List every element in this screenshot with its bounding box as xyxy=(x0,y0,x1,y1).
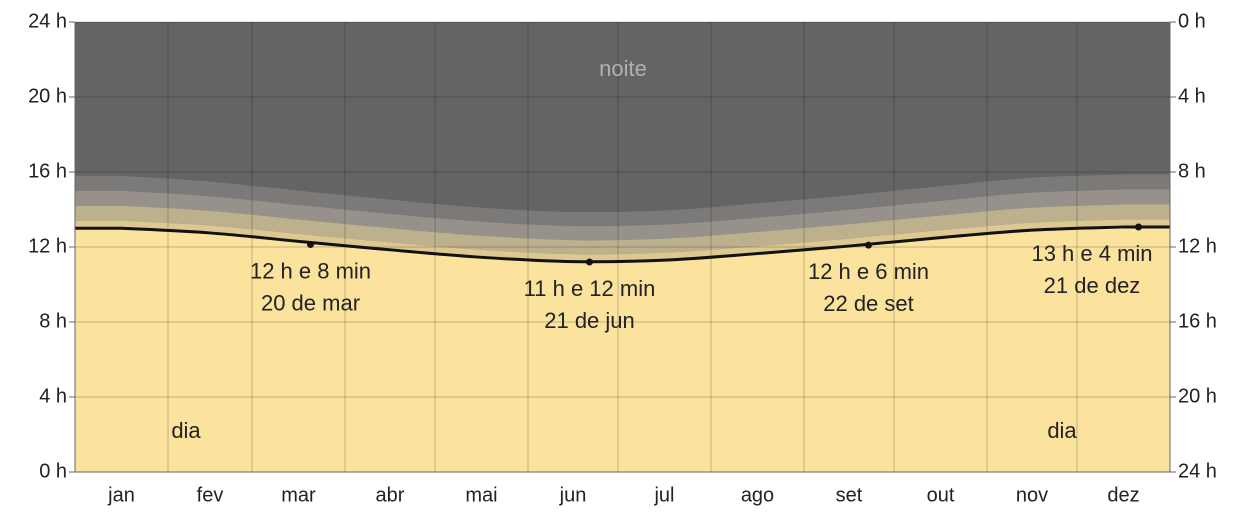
band-edge xyxy=(1123,174,1170,190)
y2-tick-label: 20 h xyxy=(1178,385,1217,407)
annotation-date: 21 de dez xyxy=(1044,273,1141,298)
band-edge xyxy=(75,205,122,221)
y2-tick-label: 8 h xyxy=(1178,160,1206,182)
annotation-point xyxy=(307,241,314,249)
x-tick-label: nov xyxy=(1016,484,1048,506)
x-tick-label: jun xyxy=(559,484,587,506)
annotation-date: 22 de set xyxy=(823,291,914,316)
band-edge xyxy=(75,175,122,191)
band-edge xyxy=(75,220,122,229)
night-label: noite xyxy=(599,56,647,81)
x-tick-label: mai xyxy=(465,484,497,506)
annotation-point xyxy=(1135,223,1142,231)
x-tick-label: abr xyxy=(376,484,405,506)
annotation-point xyxy=(865,241,872,249)
band-edge xyxy=(1123,189,1170,205)
band-area xyxy=(121,174,1124,227)
day-label: dia xyxy=(171,418,201,443)
band-edge xyxy=(1123,226,1170,472)
band-edge xyxy=(75,190,122,206)
band-edge xyxy=(1123,204,1170,220)
y-tick-label: 0 h xyxy=(39,460,67,482)
band-area xyxy=(121,219,1124,262)
band-area xyxy=(121,226,1124,472)
y2-tick-label: 12 h xyxy=(1178,235,1217,257)
y2-tick-label: 16 h xyxy=(1178,310,1217,332)
y-tick-label: 8 h xyxy=(39,310,67,332)
annotation-point xyxy=(586,258,593,266)
band-edge xyxy=(1123,219,1170,227)
y2-tick-label: 0 h xyxy=(1178,10,1206,32)
x-tick-label: set xyxy=(836,484,863,506)
day-length-line xyxy=(121,225,1124,264)
annotation-value: 12 h e 6 min xyxy=(808,259,929,284)
annotation-date: 20 de mar xyxy=(261,290,360,315)
x-tick-label: jan xyxy=(107,484,135,506)
x-tick-label: mar xyxy=(281,484,316,506)
y-tick-label: 20 h xyxy=(28,85,67,107)
x-tick-label: ago xyxy=(741,484,774,506)
x-tick-label: dez xyxy=(1107,484,1139,506)
day-label: dia xyxy=(1047,418,1077,443)
band-area xyxy=(121,204,1124,255)
annotation-value: 13 h e 4 min xyxy=(1031,241,1152,266)
band-area xyxy=(121,189,1124,241)
y-tick-label: 4 h xyxy=(39,385,67,407)
annotation-date: 21 de jun xyxy=(544,308,635,333)
y-tick-label: 24 h xyxy=(28,10,67,32)
y-tick-label: 12 h xyxy=(28,235,67,257)
y2-tick-label: 24 h xyxy=(1178,460,1217,482)
annotation-value: 11 h e 12 min xyxy=(524,276,656,301)
y-tick-label: 16 h xyxy=(28,160,67,182)
x-tick-label: fev xyxy=(197,484,224,506)
x-tick-label: out xyxy=(927,484,955,506)
y2-tick-label: 4 h xyxy=(1178,85,1206,107)
annotation-value: 12 h e 8 min xyxy=(250,258,371,283)
band-edge xyxy=(75,228,122,472)
x-tick-label: jul xyxy=(653,484,674,506)
